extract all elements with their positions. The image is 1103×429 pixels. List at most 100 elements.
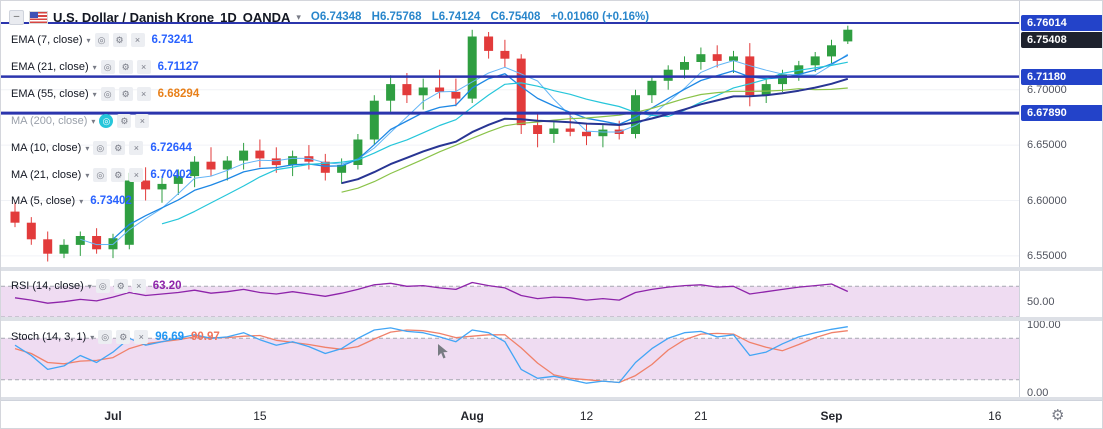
symbol-title[interactable]: U.S. Dollar / Danish Krone [53,9,215,25]
candle-body [141,180,151,190]
candle-body [59,244,69,254]
candle-body [190,161,200,177]
candle-body [451,91,461,99]
rsi-line [14,281,849,304]
price-scale[interactable]: 6.70000 6.65000 6.60000 6.55000 50.00 100.00 0… [1019,1,1102,400]
close-icon[interactable]: × [129,141,144,155]
ema-7-line [112,54,849,240]
indicator-row-ma-21[interactable]: MA (21, close) ▾ ◎ ⚙ × 6.70402 [11,168,192,182]
indicator-value: 6.73402 [90,195,132,207]
mouse-cursor [438,344,448,359]
candle-body [386,84,396,101]
sma-21-line [341,87,848,193]
settings-icon[interactable]: ⚙ [111,141,126,155]
exchange-label[interactable]: OANDA [242,9,291,25]
close-icon[interactable]: × [136,87,151,101]
time-tick-12: 12 [579,409,594,423]
eye-icon[interactable]: ◎ [100,60,115,74]
settings-icon[interactable]: ⚙ [116,330,131,344]
candle-body [729,56,738,61]
indicator-row-ema-21[interactable]: EMA (21, close) ▾ ◎ ⚙ × 6.71127 [11,60,199,74]
chevron-down-icon[interactable]: ▾ [85,170,90,180]
settings-icon[interactable]: ⚙ [111,168,126,182]
eye-icon[interactable]: ◎ [99,114,114,128]
candle-body [271,158,281,166]
indicator-row-ema-55[interactable]: EMA (55, close) ▾ ◎ ⚙ × 6.68294 [11,87,199,101]
main-chart[interactable] [1,1,1019,400]
candle-body [435,87,445,92]
candle-body [320,161,330,173]
pane-separator[interactable] [1,267,1102,271]
chevron-down-icon[interactable]: ▾ [92,89,97,99]
candle-body [663,69,673,81]
close-icon[interactable]: × [130,33,145,47]
candle-body [353,139,363,165]
close-icon[interactable]: × [135,114,150,128]
close-icon[interactable]: × [129,168,144,182]
settings-icon[interactable]: ⚙ [118,87,133,101]
time-tick-21: 21 [694,409,708,423]
interval-label[interactable]: 1D [220,9,237,25]
indicator-row-ema-7[interactable]: EMA (7, close) ▾ ◎ ⚙ × 6.73241 [11,33,193,47]
pane-separator[interactable] [1,317,1102,321]
chevron-down-icon[interactable]: ▾ [79,196,84,206]
candle-body [696,54,706,62]
stoch-scale-label: 100.00 [1027,318,1061,331]
eye-icon[interactable]: ◎ [100,87,115,101]
chevron-down-icon[interactable]: ▾ [87,281,92,291]
ema-21-line [341,77,849,185]
collapse-button[interactable]: – [9,9,24,25]
chart-header: – U.S. Dollar / Danish Krone 1D OANDA ▾ … [9,6,656,28]
candle-body [565,128,575,132]
settings-icon[interactable]: ⚙ [112,33,127,47]
gear-icon[interactable]: ⚙ [1051,407,1065,424]
price-badge: 6.76014 [1021,15,1102,31]
candle-body [288,156,298,166]
chevron-down-icon[interactable]: ▾ [92,62,97,72]
close-icon[interactable]: × [136,60,151,74]
pane-separator[interactable] [1,397,1102,400]
close-icon[interactable]: × [134,330,149,344]
candle-body [549,128,559,134]
eye-icon[interactable]: ◎ [93,168,108,182]
chevron-down-icon[interactable]: ▾ [296,11,301,22]
indicator-value: 90.97 [191,331,220,343]
settings-icon[interactable]: ⚙ [117,114,132,128]
indicator-label: EMA (7, close) [11,34,83,46]
candle-body [157,183,167,190]
candle-body [239,150,249,161]
indicator-row-stoch[interactable]: Stoch (14, 3, 1) ▾ ◎ ⚙ × 96.69 90.97 [11,330,220,344]
chevron-down-icon[interactable]: ▾ [91,116,96,126]
price-badge: 6.75408 [1021,32,1102,48]
candle-body [418,87,428,96]
indicator-row-rsi[interactable]: RSI (14, close) ▾ ◎ ⚙ × 63.20 [11,279,182,293]
close-icon[interactable]: × [131,279,146,293]
price-label: 6.70000 [1027,83,1067,96]
indicator-row-ma-5[interactable]: MA (5, close) ▾ 6.73402 [11,195,132,207]
candle-body [810,56,820,66]
eye-icon[interactable]: ◎ [98,330,113,344]
eye-icon[interactable]: ◎ [95,279,110,293]
indicator-value: 6.71127 [157,61,199,73]
settings-icon[interactable]: ⚙ [118,60,133,74]
chevron-down-icon[interactable]: ▾ [86,35,91,45]
indicator-value: 6.72644 [150,142,192,154]
candle-body [206,161,216,170]
indicator-row-ma-200[interactable]: MA (200, close) ▾ ◎ ⚙ × [11,114,150,128]
eye-icon[interactable]: ◎ [93,141,108,155]
chevron-down-icon[interactable]: ▾ [85,143,90,153]
rsi-band [1,286,1019,317]
candle-body [843,29,853,42]
candle-body [500,50,510,59]
settings-icon[interactable]: ⚙ [113,279,128,293]
indicator-row-ma-10[interactable]: MA (10, close) ▾ ◎ ⚙ × 6.72644 [11,141,192,155]
indicator-label: MA (21, close) [11,169,82,181]
candle-body [533,125,543,134]
candle-body [92,236,102,250]
eye-icon[interactable]: ◎ [94,33,109,47]
time-tick-sep: Sep [820,409,843,423]
candle-body [680,62,689,70]
candle-body [712,54,722,61]
time-axis[interactable]: ⚙ Jul 15 Aug 12 21 Sep 16 [1,400,1102,428]
chevron-down-icon[interactable]: ▾ [90,332,95,342]
